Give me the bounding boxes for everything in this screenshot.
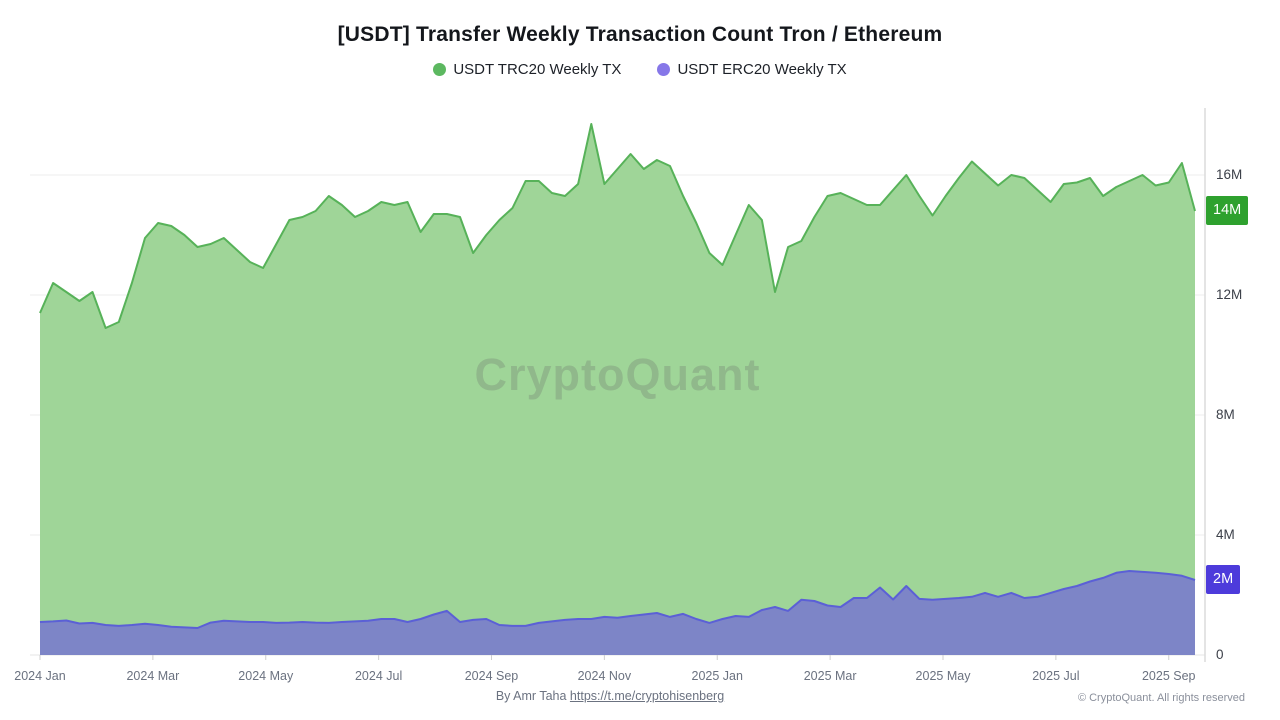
- legend-item-erc20[interactable]: USDT ERC20 Weekly TX: [657, 61, 847, 78]
- trc20-area: [40, 124, 1195, 655]
- legend: USDT TRC20 Weekly TX USDT ERC20 Weekly T…: [0, 61, 1280, 78]
- x-axis-label: 2024 May: [238, 669, 294, 683]
- y-axis-label: 8M: [1216, 407, 1235, 422]
- x-axis-label: 2024 Sep: [464, 669, 519, 683]
- erc20-area: [40, 571, 1195, 655]
- x-axis-label: 2024 Jul: [354, 669, 403, 683]
- trc20-legend-label: USDT TRC20 Weekly TX: [453, 61, 622, 78]
- chart-title: [USDT] Transfer Weekly Transaction Count…: [337, 23, 943, 46]
- x-axis-label: 2025 May: [915, 669, 971, 683]
- erc20-legend-label: USDT ERC20 Weekly TX: [677, 61, 847, 78]
- x-axis-label: 2025 Mar: [803, 669, 857, 683]
- y-axis-label: 16M: [1216, 167, 1243, 182]
- trc20-value-badge: 14M: [1206, 196, 1249, 225]
- trc20-legend-dot-icon: [433, 63, 447, 76]
- x-axis-label: 2025 Sep: [1141, 669, 1196, 683]
- trc20-line: [39, 123, 1196, 329]
- byline-text: By Amr Taha: [495, 689, 570, 703]
- erc20-value-badge: 2M: [1206, 565, 1241, 594]
- legend-item-trc20[interactable]: USDT TRC20 Weekly TX: [433, 61, 621, 78]
- x-axis-label: 2024 Nov: [577, 669, 632, 683]
- y-axis-label: 4M: [1216, 527, 1235, 542]
- erc20-legend-dot-icon: [657, 63, 671, 76]
- erc20-line: [39, 570, 1196, 629]
- x-axis-label: 2025 Jan: [691, 669, 743, 683]
- x-axis-label: 2024 Mar: [126, 669, 180, 683]
- y-axis-label: 12M: [1216, 287, 1243, 302]
- x-axis-label: 2024 Jan: [14, 669, 66, 683]
- telegram-link[interactable]: https://t.me/cryptohisenberg: [569, 689, 725, 703]
- x-axis-label: 2025 Jul: [1032, 669, 1080, 683]
- copyright: © CryptoQuant. All rights reserved: [1077, 692, 1245, 704]
- byline: By Amr Taha https://t.me/cryptohisenberg: [0, 689, 1220, 703]
- y-axis-label: 0: [1216, 647, 1224, 662]
